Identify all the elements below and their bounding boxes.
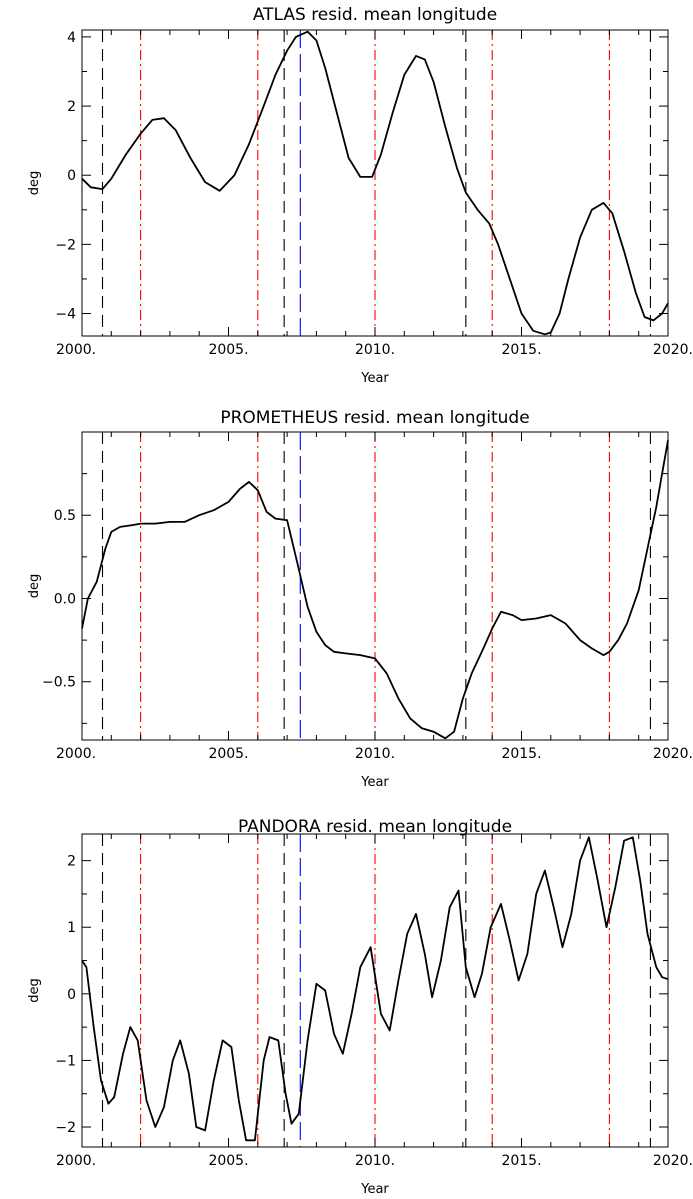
x-tick-label: 2020.	[653, 746, 693, 762]
x-tick-label: 2020.	[653, 1153, 693, 1169]
y-tick-label: 1	[67, 920, 76, 936]
y-tick-label: 2	[67, 854, 76, 870]
y-tick-label: −1	[55, 1053, 76, 1069]
series-line	[81, 30, 669, 336]
y-tick-label: −4	[55, 307, 76, 323]
x-tick-label: 2015.	[501, 342, 541, 358]
y-tick-label: 0.0	[54, 591, 76, 607]
y-axis-label: deg	[27, 978, 42, 1003]
chart-title: PROMETHEUS resid. mean longitude	[220, 408, 529, 428]
chart-title: PANDORA resid. mean longitude	[238, 817, 512, 837]
x-axis-label: Year	[360, 1182, 389, 1197]
series-line	[81, 836, 669, 1142]
y-tick-label: 2	[67, 99, 76, 115]
chart-title: ATLAS resid. mean longitude	[253, 5, 497, 25]
x-tick-label: 2005.	[208, 746, 248, 762]
y-tick-label: 4	[67, 30, 76, 46]
y-tick-label: 0.5	[54, 508, 76, 524]
x-axis-label: Year	[360, 371, 389, 386]
y-axis-label: deg	[27, 171, 42, 196]
x-tick-label: 2005.	[208, 342, 248, 358]
y-tick-label: −2	[55, 237, 76, 253]
chart-panel-1: ATLAS resid. mean longitude 2000. 2005. 201…	[27, 5, 693, 386]
series-line	[81, 440, 669, 740]
chart-panel-2: PROMETHEUS resid. mean longitude 2000. 200…	[27, 408, 693, 790]
x-axis-label: Year	[360, 775, 389, 790]
x-tick-label: 2010.	[355, 342, 395, 358]
x-tick-label: 2000.	[56, 342, 96, 358]
x-tick-label: 2010.	[355, 746, 395, 762]
y-tick-label: −2	[55, 1120, 76, 1136]
y-axis-label: deg	[27, 574, 42, 599]
x-tick-label: 2005.	[208, 1153, 248, 1169]
y-tick-label: 0	[67, 168, 76, 184]
x-tick-label: 2000.	[56, 1153, 96, 1169]
y-tick-label: 0	[67, 987, 76, 1003]
y-tick-label: −0.5	[42, 675, 76, 691]
x-tick-label: 2000.	[56, 746, 96, 762]
x-tick-label: 2010.	[355, 1153, 395, 1169]
x-tick-label: 2020.	[653, 342, 693, 358]
x-tick-label: 2015.	[501, 1153, 541, 1169]
chart-panel-3: PANDORA resid. mean longitude 2000. 2005. 2…	[27, 817, 693, 1197]
x-tick-label: 2015.	[501, 746, 541, 762]
